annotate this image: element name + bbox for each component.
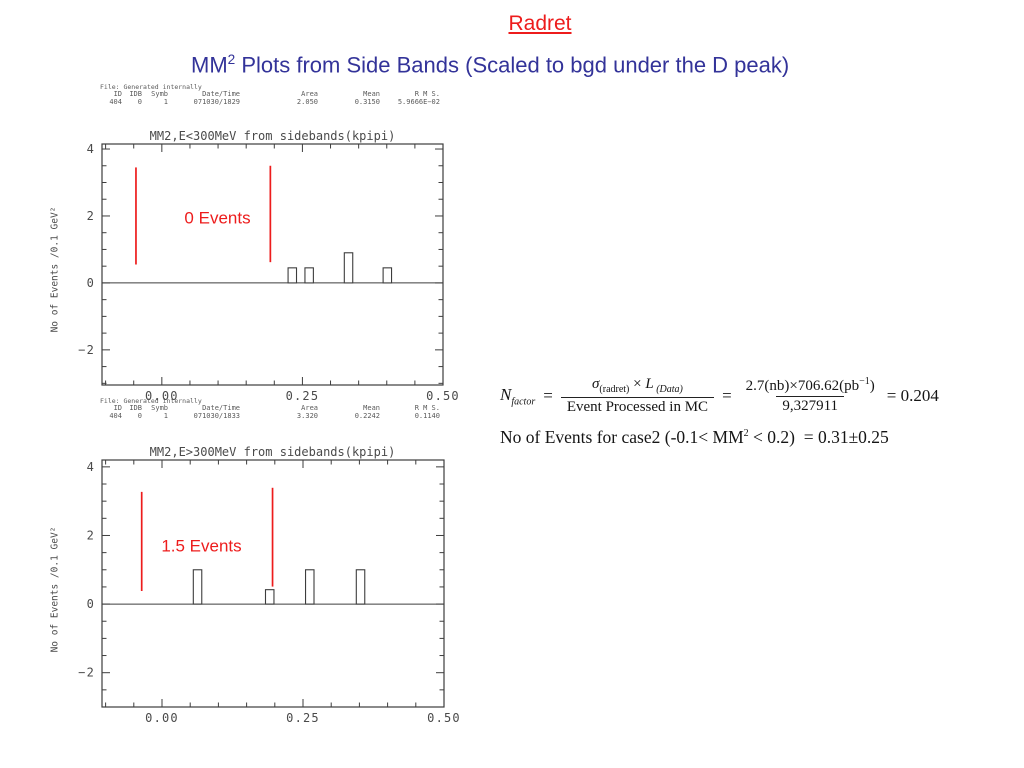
stats-header-datetime: Date/Time: [202, 404, 240, 412]
y-axis-label-bottom: No of Events /0.1 GeV²: [49, 526, 61, 653]
stats-value-mean: 0.3150: [354, 97, 380, 106]
fraction-numerator: 2.7(nb)×706.62(pb−1): [740, 376, 881, 396]
stats-header-mean: Mean: [363, 404, 380, 412]
stats-value-rms: 5.9666E−02: [397, 97, 440, 106]
sigma-symbol: σ: [592, 376, 600, 392]
subtitle-prefix: MM: [191, 52, 228, 78]
x-tick-label: 0.00: [145, 711, 179, 725]
stats-block-bottom: File: Generated internally ID IDB Symb D…: [100, 398, 445, 420]
nfactor-result: = 0.204: [886, 385, 939, 405]
events-result: < 0.2) = 0.31±0.25: [748, 427, 889, 447]
histogram-bar: [264, 589, 275, 605]
stats-value-id: 404: [109, 97, 122, 106]
nfactor-subscript: factor: [511, 396, 536, 408]
luminosity-subscript: (Data): [653, 384, 683, 395]
stats-header-area: Area: [301, 90, 318, 98]
stats-block-top: File: Generated internally ID IDB Symb D…: [100, 84, 445, 106]
x-tick-label: 0.00: [145, 389, 179, 403]
subtitle-rest: Plots from Side Bands (Scaled to bgd und…: [235, 52, 790, 78]
equals-sign: =: [722, 385, 732, 405]
slide-title: Radret: [508, 12, 572, 35]
stats-header-datetime: Date/Time: [202, 90, 240, 98]
histogram-bar: [287, 267, 298, 284]
y-tick-label: 2: [87, 528, 95, 542]
plot-frame: [101, 459, 445, 708]
stats-value-id: 404: [109, 411, 122, 420]
stats-header-row: ID IDB Symb Date/Time Area Mean R M S.: [100, 90, 445, 99]
histogram-top: 0.00 0.25 0.50 −2 0 2 4 0 Events: [78, 142, 460, 403]
y-tick-label: −2: [78, 343, 95, 357]
stats-value-symb: 1: [163, 97, 168, 106]
events-count-annotation: 1.5 Events: [161, 536, 241, 555]
luminosity-symbol: L: [645, 376, 654, 392]
stats-value-area: 3.320: [296, 411, 318, 420]
slide-subtitle: MM2 Plots from Side Bands (Scaled to bgd…: [191, 52, 789, 78]
x-tick-label: 0.25: [286, 711, 320, 725]
y-tick-label: 2: [87, 209, 95, 223]
stats-file-line: File: Generated internally: [100, 83, 202, 91]
stats-header-symb: Symb: [151, 90, 168, 98]
plot-frame: [101, 143, 444, 386]
stats-file-line: File: Generated internally: [100, 397, 202, 405]
y-axis-label-top: No of Events /0.1 GeV²: [49, 206, 61, 333]
y-tick-label: 4: [87, 142, 95, 156]
stats-header-idb: IDB: [129, 404, 142, 412]
stats-header-mean: Mean: [363, 90, 380, 98]
fraction-denominator: Event Processed in MC: [560, 396, 715, 416]
numerator-close: ): [869, 378, 875, 395]
stats-header-symb: Symb: [151, 404, 168, 412]
inverse-exponent: −1: [859, 376, 870, 388]
y-tick-label: 0: [87, 597, 95, 611]
histogram-bar: [382, 267, 393, 284]
stats-value-datetime: 071030/1829: [193, 97, 240, 106]
histogram-bar: [304, 267, 314, 284]
stats-header-rms: R M S.: [414, 404, 440, 412]
y-tick-label: 0: [87, 276, 95, 290]
sigma-subscript: (radret): [599, 384, 630, 395]
nfactor-formula: Nfactor = σ(radret) × L (Data) Event Pro…: [500, 376, 939, 416]
stats-value-rms: 0.1140: [414, 411, 440, 420]
stats-value-row: 404 0 1 071030/1833 3.320 0.2242 0.1140: [100, 411, 445, 421]
stats-header-rms: R M S.: [414, 90, 440, 98]
histogram-bar: [343, 252, 354, 284]
stats-value-idb: 0: [137, 411, 142, 420]
nfactor-symbol: N: [500, 384, 512, 404]
plot-title-bottom: MM2,E>300MeV from sidebands(kpipi): [149, 445, 396, 459]
stats-header-id: ID: [113, 90, 122, 98]
events-text: No of Events for case2 (-0.1< MM: [500, 427, 744, 447]
x-tick-label: 0.50: [427, 711, 461, 725]
times-sign: ×: [629, 376, 646, 392]
subtitle-superscript: 2: [227, 52, 236, 67]
stats-value-datetime: 071030/1833: [193, 411, 240, 420]
x-tick-label: 0.50: [426, 389, 460, 403]
stats-value-mean: 0.2242: [354, 411, 380, 420]
y-tick-label: 4: [87, 460, 95, 474]
stats-header-idb: IDB: [129, 90, 142, 98]
stats-value-row: 404 0 1 071030/1829 2.050 0.3150 5.9666E…: [100, 97, 445, 107]
numerator-text: 2.7(nb)×706.62(pb: [745, 378, 860, 395]
x-tick-label: 0.25: [286, 389, 320, 403]
equals-sign: =: [543, 385, 553, 405]
stats-header-area: Area: [301, 404, 318, 412]
stats-header-id: ID: [113, 404, 122, 412]
fraction-numerator: σ(radret) × L (Data): [586, 376, 689, 397]
histogram-bar: [355, 569, 366, 605]
plot-title-top: MM2,E<300MeV from sidebands(kpipi): [149, 129, 396, 143]
events-estimate-line: No of Events for case2 (-0.1< MM2 < 0.2)…: [500, 427, 889, 448]
events-count-annotation: 0 Events: [184, 209, 250, 228]
histogram-bottom: 0.00 0.25 0.50 −2 0 2 4 1.5 Events: [78, 459, 461, 725]
stats-value-idb: 0: [137, 97, 142, 106]
nfactor-lhs: Nfactor: [500, 385, 535, 407]
symbolic-fraction: σ(radret) × L (Data) Event Processed in …: [560, 376, 715, 416]
mm-squared-superscript: 2: [743, 428, 749, 440]
histogram-bar: [192, 569, 203, 605]
numeric-fraction: 2.7(nb)×706.62(pb−1) 9,327911: [740, 376, 881, 416]
stats-header-row: ID IDB Symb Date/Time Area Mean R M S.: [100, 404, 445, 413]
stats-value-area: 2.050: [296, 97, 318, 106]
y-tick-label: −2: [78, 666, 95, 680]
histogram-bar: [304, 569, 315, 605]
fraction-denominator: 9,327911: [776, 396, 845, 415]
stats-value-symb: 1: [163, 411, 168, 420]
